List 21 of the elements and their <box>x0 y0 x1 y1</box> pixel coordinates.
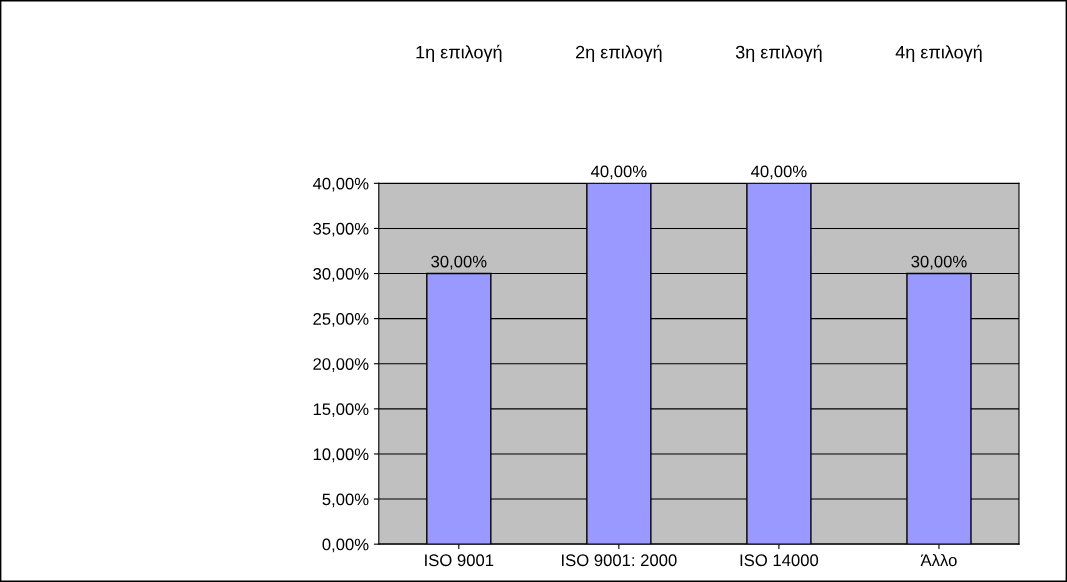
x-tick-label: ISO 9001 <box>425 554 494 567</box>
data-label: 30,00% <box>431 255 487 270</box>
data-label: 30,00% <box>911 255 967 270</box>
y-tick-label: 0,00% <box>322 538 369 553</box>
y-tick-label: 25,00% <box>313 313 369 327</box>
y-tick-label: 10,00% <box>313 448 369 463</box>
x-tick-label: Άλλο <box>920 553 957 567</box>
text: 3η επιλογή <box>735 44 822 63</box>
y-tick-label: 20,00% <box>313 358 369 372</box>
y-tick-label: 30,00% <box>313 267 369 282</box>
y-tick-label: 5,00% <box>322 493 369 508</box>
data-label: 40,00% <box>751 165 807 180</box>
y-tick-label: 40,00% <box>312 177 369 192</box>
x-tick-label: ISO 9001: 2000 <box>562 554 677 567</box>
data-label: 40,00% <box>590 165 647 180</box>
x-tick-label: ISO 14000 <box>740 554 819 567</box>
y-tick-label: 35,00% <box>313 222 369 237</box>
y-tick-label: 15,00% <box>313 403 369 418</box>
text: 1η επιλογή <box>416 44 502 63</box>
text: 2η επιλογή <box>576 44 662 63</box>
text: 4η επιλογή <box>895 44 982 63</box>
